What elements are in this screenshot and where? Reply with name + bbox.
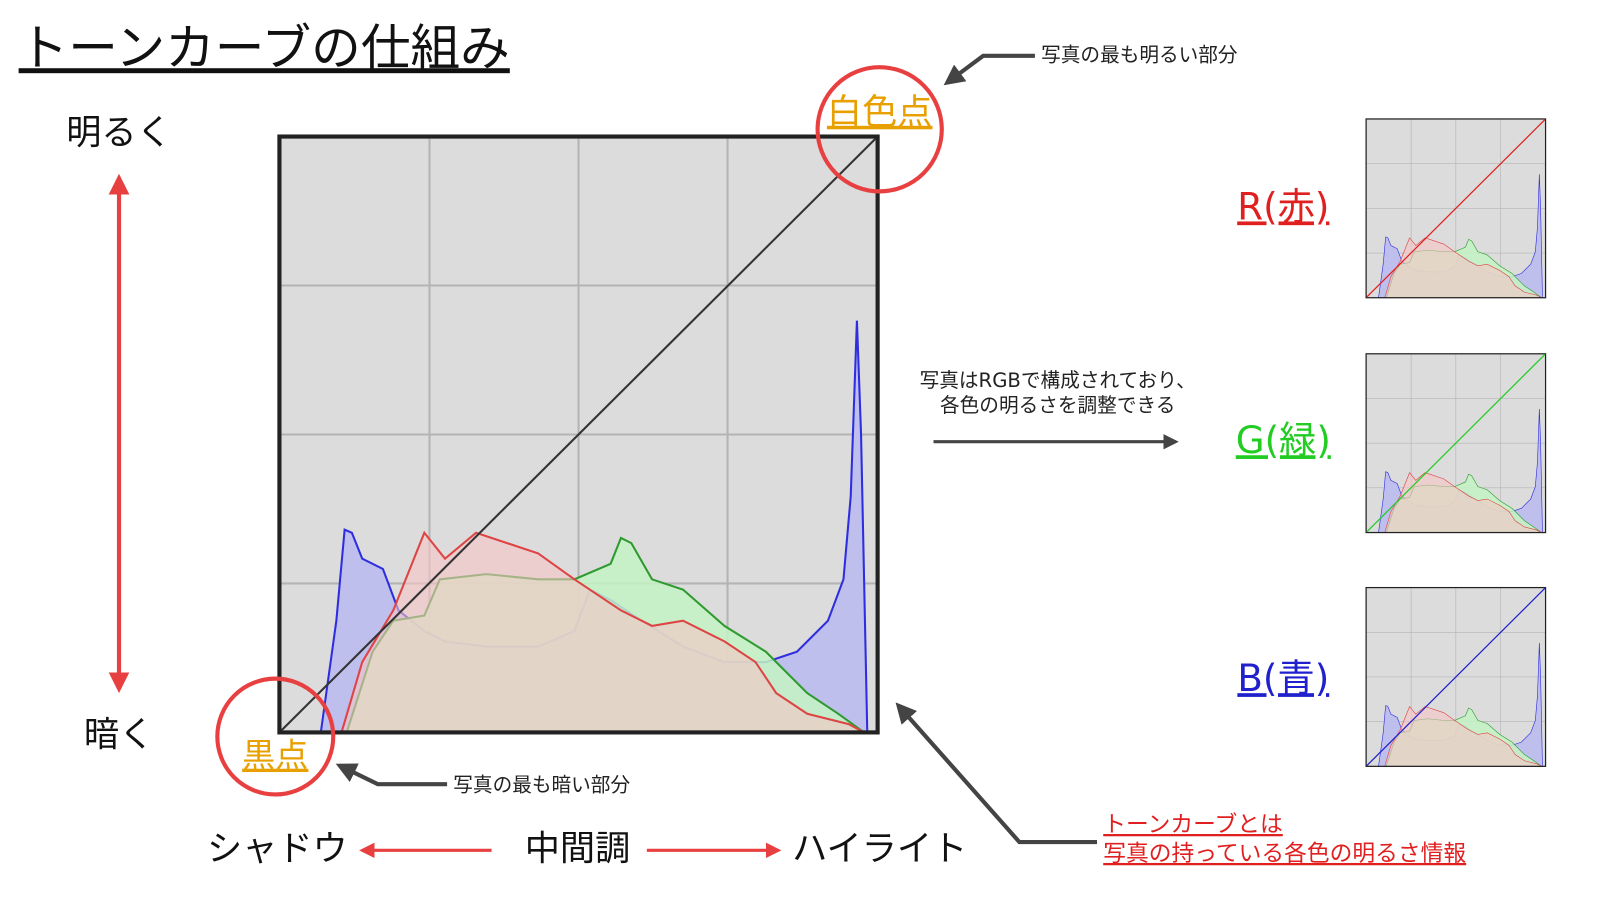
highlight-label: ハイライト: [792, 828, 967, 869]
white-point-label: 白色点: [827, 92, 933, 133]
rgb-note-1: 写真はRGBで構成されており、: [920, 369, 1196, 392]
title: トーンカーブの仕組み: [19, 19, 510, 77]
black-point-circle: [215, 676, 336, 797]
definition-2: 写真の持っている各色の明るさ情報: [1103, 841, 1466, 867]
curve-line: [280, 137, 877, 732]
definition-arrow: [895, 702, 1098, 845]
black-point-label: 黒点: [242, 736, 308, 775]
thumb-r: [1365, 118, 1547, 299]
channel-g: G(緑): [1236, 418, 1331, 462]
white-point-note: 写真の最も明るい部分: [1041, 43, 1238, 66]
definition-1: トーンカーブとは: [1103, 812, 1283, 838]
thumb-g: [1365, 353, 1547, 534]
rgb-note-2: 各色の明るさを調整できる: [940, 394, 1175, 417]
midtone-label: 中間調: [525, 828, 631, 869]
white-point-circle: [815, 65, 944, 194]
black-arrow: [335, 763, 448, 787]
bright-label: 明るく: [66, 112, 172, 153]
white-arrow: [943, 53, 1035, 86]
dark-label: 暗く: [84, 715, 154, 756]
thumb-b: [1365, 586, 1547, 767]
channel-b: B(青): [1237, 656, 1329, 700]
channel-r: R(赤): [1237, 184, 1329, 228]
black-point-note: 写真の最も暗い部分: [453, 774, 630, 797]
shadow-label: シャドウ: [207, 828, 348, 869]
